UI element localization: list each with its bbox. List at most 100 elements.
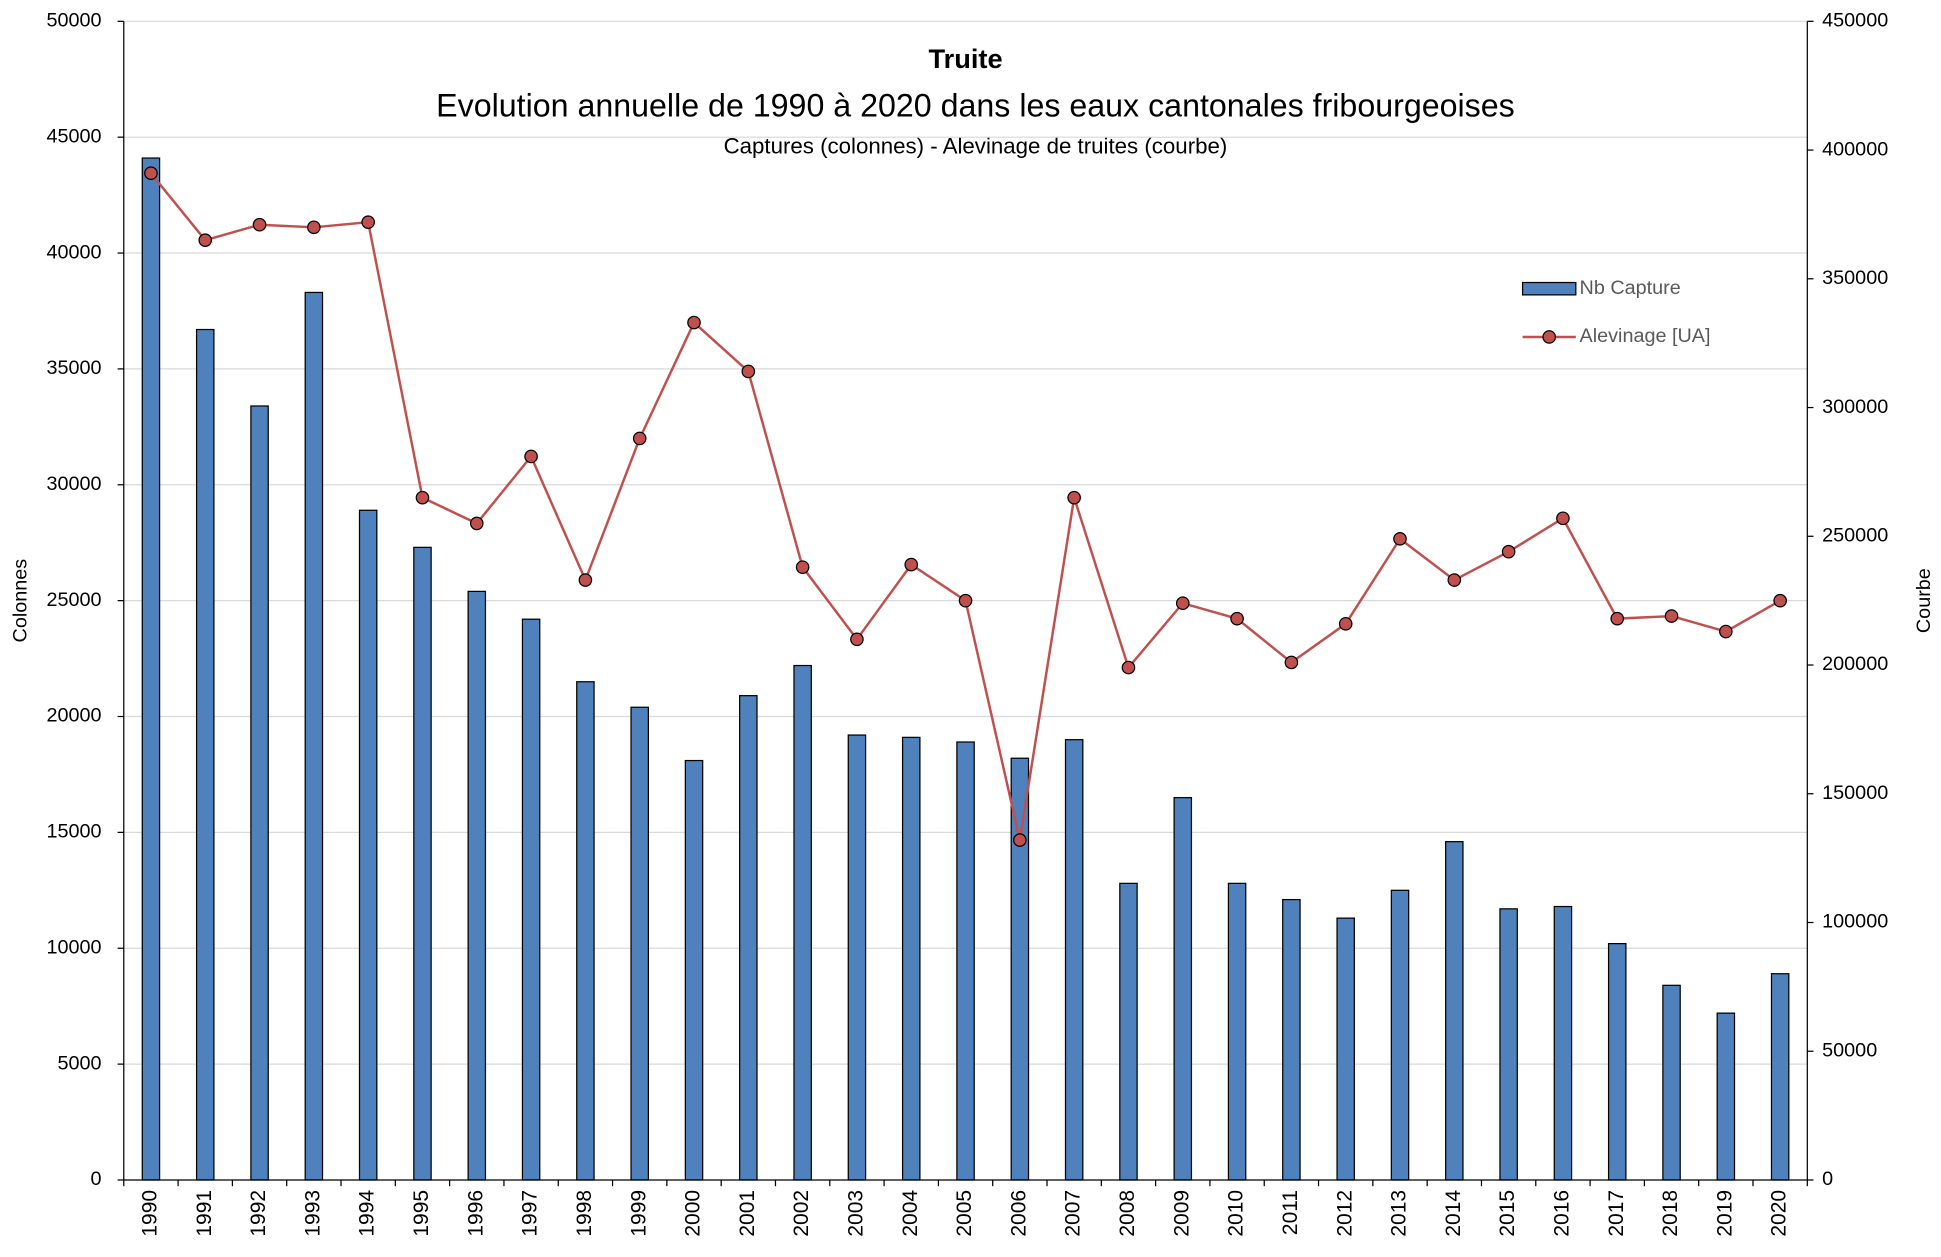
marker: [415, 490, 430, 505]
y-tick-label: 45000: [46, 125, 101, 147]
y2-tick-label: 400000: [1822, 138, 1888, 160]
x-tick-label: 1994: [356, 1190, 379, 1237]
y-axis-label: Colonnes: [9, 559, 31, 643]
bar: [1445, 841, 1464, 1181]
x-tick-label: 2012: [1333, 1190, 1356, 1237]
x-tick-label: 2000: [682, 1190, 705, 1237]
bar: [1499, 908, 1518, 1181]
bar: [413, 546, 432, 1181]
marker: [1664, 609, 1679, 623]
bar: [521, 618, 541, 1181]
y2-tick-label: 300000: [1822, 396, 1888, 418]
bar: [630, 706, 649, 1181]
x-tick-label: 2007: [1062, 1190, 1085, 1237]
x-tick-label: 1996: [464, 1190, 487, 1237]
bar: [1390, 889, 1410, 1181]
x-tick-label: 2006: [1007, 1190, 1030, 1237]
marker: [687, 315, 701, 330]
marker: [904, 557, 919, 572]
marker: [632, 431, 647, 446]
x-tick-label: 1999: [627, 1190, 650, 1237]
y-tick-label: 40000: [46, 241, 101, 263]
legend-swatch: [1542, 330, 1557, 344]
bar: [1010, 757, 1030, 1181]
bar: [141, 157, 161, 1181]
bar: [250, 405, 269, 1181]
y2-tick-label: 200000: [1822, 653, 1888, 675]
x-tick-label: 2001: [736, 1190, 759, 1237]
legend-label: Alevinage [UA]: [1580, 325, 1711, 347]
y-tick-label: 15000: [46, 821, 101, 843]
y-tick-label: 50000: [46, 10, 101, 32]
x-tick-label: 2015: [1496, 1190, 1519, 1237]
bar: [901, 736, 921, 1181]
bar: [1336, 917, 1355, 1181]
bar: [576, 681, 595, 1181]
x-tick-label: 1993: [301, 1190, 324, 1237]
y-tick-label: 25000: [46, 589, 101, 611]
bar: [304, 291, 324, 1181]
marker: [1013, 833, 1027, 847]
y-tick-label: 10000: [46, 936, 101, 958]
marker: [524, 449, 538, 464]
x-tick-label: 2002: [790, 1190, 813, 1237]
legend-swatch: [1521, 281, 1577, 296]
chart-title: Truite: [928, 43, 1002, 74]
x-tick-label: 1990: [139, 1190, 162, 1237]
bar: [956, 741, 975, 1181]
marker: [1556, 511, 1570, 526]
x-tick-label: 2010: [1225, 1190, 1248, 1237]
bar: [793, 664, 812, 1181]
line: [149, 172, 1781, 841]
y-tick-label: 0: [90, 1168, 101, 1190]
bar: [1173, 797, 1193, 1181]
marker: [1284, 655, 1299, 670]
marker: [1610, 611, 1625, 626]
y-tick-label: 20000: [46, 705, 101, 727]
x-tick-label: 2003: [844, 1190, 867, 1237]
bar: [1282, 898, 1301, 1181]
marker: [578, 573, 593, 587]
x-tick-label: 2008: [1116, 1190, 1139, 1237]
marker: [252, 217, 267, 232]
x-tick-label: 2011: [1279, 1190, 1302, 1235]
x-tick-label: 1998: [573, 1190, 596, 1237]
bar: [1064, 739, 1084, 1181]
y2-tick-label: 100000: [1822, 911, 1888, 933]
bar: [358, 509, 378, 1181]
marker: [1121, 660, 1136, 675]
marker: [1501, 544, 1516, 559]
x-tick-label: 2016: [1550, 1190, 1573, 1237]
marker: [1175, 596, 1190, 611]
x-tick-label: 2005: [953, 1190, 976, 1237]
x-tick-label: 2013: [1388, 1190, 1411, 1237]
bar: [1119, 882, 1138, 1181]
y-tick-label: 5000: [57, 1052, 101, 1074]
marker: [1067, 490, 1081, 505]
y2-tick-label: 0: [1822, 1168, 1833, 1190]
bar: [467, 590, 487, 1181]
x-tick-label: 1992: [247, 1190, 270, 1237]
bar: [1662, 984, 1681, 1181]
bar: [847, 734, 867, 1181]
x-tick-label: 2017: [1605, 1190, 1628, 1237]
marker: [144, 166, 158, 181]
y2-tick-label: 450000: [1822, 10, 1888, 32]
x-tick-label: 1991: [193, 1190, 216, 1237]
y-tick-label: 30000: [46, 473, 101, 495]
marker: [1393, 532, 1407, 546]
x-tick-label: 2009: [1170, 1190, 1193, 1237]
marker: [1773, 593, 1787, 608]
marker: [307, 220, 321, 235]
marker: [1719, 624, 1733, 639]
bar: [1716, 1012, 1736, 1181]
y2-axis-label: Courbe: [1913, 568, 1935, 633]
marker: [958, 593, 973, 608]
x-tick-label: 2020: [1768, 1190, 1791, 1237]
y2-tick-label: 50000: [1822, 1039, 1877, 1061]
bar: [1227, 882, 1247, 1181]
legend-label: Nb Capture: [1580, 277, 1681, 299]
bar: [1770, 973, 1790, 1181]
marker: [1230, 611, 1244, 626]
